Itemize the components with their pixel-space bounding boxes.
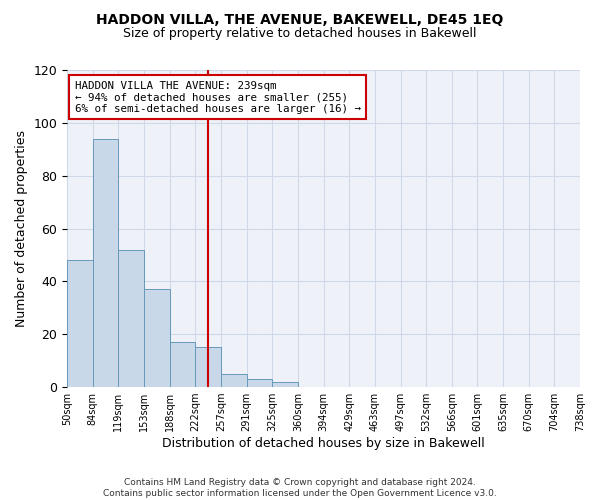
- Y-axis label: Number of detached properties: Number of detached properties: [15, 130, 28, 327]
- Bar: [272, 382, 298, 387]
- Bar: [93, 138, 118, 387]
- Bar: [118, 250, 144, 387]
- Bar: [67, 260, 93, 387]
- Bar: [170, 342, 196, 387]
- Text: HADDON VILLA THE AVENUE: 239sqm
← 94% of detached houses are smaller (255)
6% of: HADDON VILLA THE AVENUE: 239sqm ← 94% of…: [75, 80, 361, 114]
- Bar: [221, 374, 247, 387]
- Text: Size of property relative to detached houses in Bakewell: Size of property relative to detached ho…: [123, 28, 477, 40]
- Text: Contains HM Land Registry data © Crown copyright and database right 2024.
Contai: Contains HM Land Registry data © Crown c…: [103, 478, 497, 498]
- Bar: [196, 348, 221, 387]
- Bar: [247, 379, 272, 387]
- Text: HADDON VILLA, THE AVENUE, BAKEWELL, DE45 1EQ: HADDON VILLA, THE AVENUE, BAKEWELL, DE45…: [97, 12, 503, 26]
- X-axis label: Distribution of detached houses by size in Bakewell: Distribution of detached houses by size …: [162, 437, 485, 450]
- Bar: [144, 290, 170, 387]
